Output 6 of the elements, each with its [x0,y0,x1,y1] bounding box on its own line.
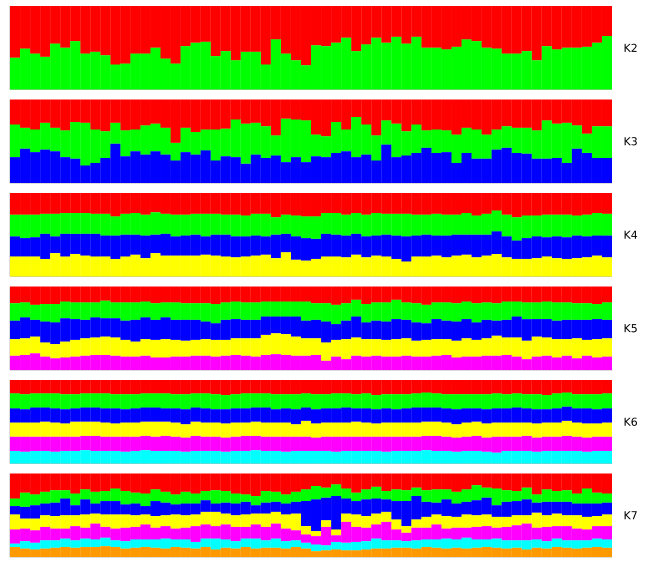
y-axis-title: K6 [624,418,637,426]
y-axis-title: K2 [624,44,637,52]
y-axis-title: K7 [624,511,637,520]
y-axis-title: K5 [624,324,637,332]
y-axis-title: K4 [624,230,638,239]
y-axis-title: K3 [624,137,637,146]
